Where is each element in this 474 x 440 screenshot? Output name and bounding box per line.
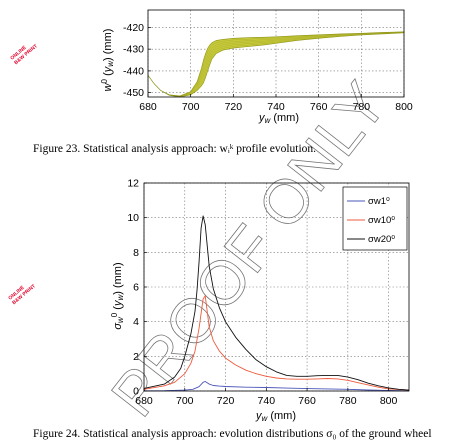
chart1-x-tick-label: 780: [353, 101, 371, 113]
chart2-y-tick-label: 12: [127, 178, 139, 190]
chart1-y-tick-label: -450: [123, 87, 144, 99]
chart2-x-axis-label: yw (mm): [255, 410, 296, 423]
chart2-y-tick-label: 0: [133, 386, 139, 398]
chart1-x-tick-label: 800: [395, 101, 413, 113]
chart1-x-tick-label: 720: [225, 101, 243, 113]
chart2-x-tick-label: 740: [258, 395, 276, 407]
chart2-x-tick-label: 700: [176, 395, 194, 407]
chart-wi0-profile: 680 700 720 740 760 780 800 -450 -440 -430 -420 yw…: [100, 9, 413, 125]
chart2-ticks: 680 700 720 740 760 780 800 0 2 4 6 8 10 12: [127, 178, 397, 408]
chart2-series-s10-line: [143, 295, 410, 391]
stamp-bottom: ONLINE B&W PRINT: [7, 283, 36, 306]
chart2-y-tick-label: 10: [127, 212, 139, 224]
chart1-y-tick-label: -420: [123, 22, 144, 34]
chart2-legend-label: σw1⁰: [368, 196, 390, 207]
chart2-y-tick-label: 8: [133, 247, 139, 259]
chart1-x-tick-label: 760: [310, 101, 328, 113]
chart2-legend-label: σw20⁰: [368, 234, 395, 245]
chart2-legend: σw1⁰ σw10⁰ σw20⁰: [342, 186, 408, 251]
chart2-y-axis-label: σw0 (yw) (mm): [110, 262, 125, 329]
chart1-x-tick-label: 700: [182, 101, 200, 113]
chart2-y-tick-label: 2: [133, 351, 139, 363]
chart-sigma-distribution: 680 700 720 740 760 780 800 0 2 4 6 8 10 12 σw1⁰ σw10⁰…: [110, 178, 410, 423]
chart1-trace-line: [147, 31, 405, 97]
chart1-grid: [147, 10, 405, 97]
chart2-legend-label: σw10⁰: [368, 215, 395, 226]
chart2-x-tick-label: 720: [217, 395, 235, 407]
chart2-x-tick-label: 680: [135, 395, 153, 407]
chart1-trace-line: [147, 31, 405, 97]
chart2-y-tick-label: 6: [133, 282, 139, 294]
chart1-frame: [147, 9, 405, 98]
chart1-trace-line: [147, 32, 405, 97]
chart2-x-tick-label: 760: [298, 395, 316, 407]
chart1-y-axis-label: w0 (yw) (mm): [100, 29, 115, 92]
chart1-y-tick-label: -440: [123, 65, 144, 77]
chart2-series-s1-line: [143, 381, 410, 392]
chart1-x-tick-label: 680: [139, 101, 157, 113]
chart1-trace-line: [147, 32, 405, 97]
chart1-y-tick-label: -430: [123, 44, 144, 56]
caption-figure-23: Figure 23. Statistical analysis approach…: [33, 143, 316, 155]
chart2-series-s20-line: [143, 215, 410, 391]
chart2-x-tick-label: 800: [380, 395, 398, 407]
chart2-frame: [143, 182, 410, 392]
stamp-top: ONLINE B&W PRINT: [9, 43, 38, 66]
chart1-x-axis-label: yw (mm): [258, 112, 299, 125]
chart2-x-tick-label: 780: [339, 395, 357, 407]
chart1-x-tick-label: 740: [267, 101, 285, 113]
chart2-y-tick-label: 4: [133, 316, 139, 328]
chart2-series-lines: [143, 215, 410, 392]
caption-figure-24: Figure 24. Statistical analysis approach…: [33, 428, 432, 440]
